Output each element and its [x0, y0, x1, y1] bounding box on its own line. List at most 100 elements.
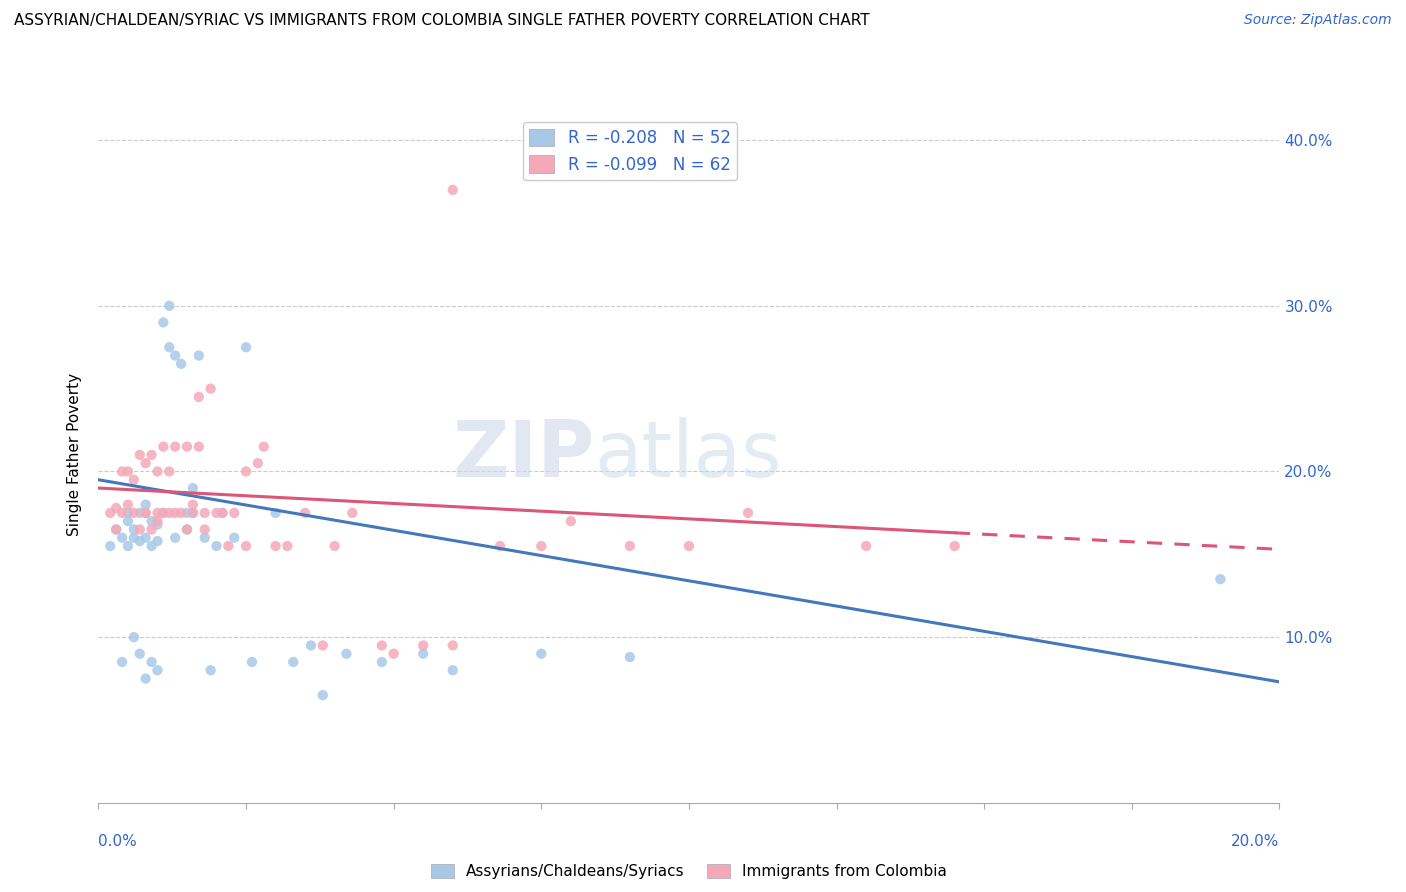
Point — [176, 523, 198, 537]
Point — [211, 506, 233, 520]
Legend: R = -0.208   N = 52, R = -0.099   N = 62: R = -0.208 N = 52, R = -0.099 N = 62 — [523, 122, 737, 180]
Point — [117, 506, 139, 520]
Point — [371, 655, 394, 669]
Point — [200, 663, 222, 677]
Point — [323, 539, 346, 553]
Point — [122, 473, 145, 487]
Point — [152, 506, 174, 520]
Point — [122, 523, 145, 537]
Point — [224, 531, 246, 545]
Point — [240, 655, 263, 669]
Point — [312, 639, 335, 653]
Point — [217, 539, 239, 553]
Point — [141, 514, 163, 528]
Point — [128, 506, 150, 520]
Point — [560, 514, 582, 528]
Text: 20.0%: 20.0% — [1232, 834, 1279, 849]
Point — [412, 639, 434, 653]
Point — [187, 349, 209, 363]
Point — [111, 655, 134, 669]
Point — [98, 506, 121, 520]
Point — [264, 539, 287, 553]
Point — [111, 531, 134, 545]
Point — [165, 506, 187, 520]
Point — [105, 500, 128, 515]
Point — [146, 517, 169, 532]
Point — [187, 390, 209, 404]
Point — [135, 498, 157, 512]
Point — [146, 534, 169, 549]
Point — [371, 639, 394, 653]
Point — [128, 534, 150, 549]
Point — [111, 465, 134, 479]
Point — [342, 506, 364, 520]
Point — [117, 498, 139, 512]
Point — [181, 506, 204, 520]
Point — [170, 506, 193, 520]
Point — [141, 448, 163, 462]
Point — [157, 340, 180, 354]
Point — [176, 440, 198, 454]
Y-axis label: Single Father Poverty: Single Father Poverty — [67, 374, 83, 536]
Point — [205, 506, 228, 520]
Point — [176, 523, 198, 537]
Point — [152, 315, 174, 329]
Point — [205, 539, 228, 553]
Point — [176, 506, 198, 520]
Point — [165, 440, 187, 454]
Point — [441, 639, 464, 653]
Point — [146, 663, 169, 677]
Point — [170, 357, 193, 371]
Text: ASSYRIAN/CHALDEAN/SYRIAC VS IMMIGRANTS FROM COLOMBIA SINGLE FATHER POVERTY CORRE: ASSYRIAN/CHALDEAN/SYRIAC VS IMMIGRANTS F… — [14, 13, 870, 29]
Point — [441, 663, 464, 677]
Point — [122, 506, 145, 520]
Point — [165, 349, 187, 363]
Point — [246, 456, 269, 470]
Point — [382, 647, 405, 661]
Point — [146, 514, 169, 528]
Point — [412, 647, 434, 661]
Point — [105, 523, 128, 537]
Point — [146, 506, 169, 520]
Point — [117, 514, 139, 528]
Point — [181, 498, 204, 512]
Point — [235, 539, 257, 553]
Text: Source: ZipAtlas.com: Source: ZipAtlas.com — [1244, 13, 1392, 28]
Point — [441, 183, 464, 197]
Point — [135, 531, 157, 545]
Point — [152, 440, 174, 454]
Text: atlas: atlas — [595, 417, 782, 493]
Point — [276, 539, 298, 553]
Text: ZIP: ZIP — [453, 417, 595, 493]
Point — [152, 506, 174, 520]
Point — [1209, 572, 1232, 586]
Point — [737, 506, 759, 520]
Point — [181, 506, 204, 520]
Point — [187, 440, 209, 454]
Point — [264, 506, 287, 520]
Point — [157, 506, 180, 520]
Point — [530, 539, 553, 553]
Point — [135, 672, 157, 686]
Point — [235, 465, 257, 479]
Point — [211, 506, 233, 520]
Point — [141, 655, 163, 669]
Point — [181, 481, 204, 495]
Point — [619, 539, 641, 553]
Point — [111, 506, 134, 520]
Point — [283, 655, 305, 669]
Point — [128, 647, 150, 661]
Point — [943, 539, 966, 553]
Point — [128, 448, 150, 462]
Point — [165, 531, 187, 545]
Point — [235, 340, 257, 354]
Point — [224, 506, 246, 520]
Point — [128, 523, 150, 537]
Text: 0.0%: 0.0% — [98, 834, 138, 849]
Point — [135, 456, 157, 470]
Point — [157, 465, 180, 479]
Point — [141, 523, 163, 537]
Point — [253, 440, 276, 454]
Point — [194, 506, 217, 520]
Point — [141, 539, 163, 553]
